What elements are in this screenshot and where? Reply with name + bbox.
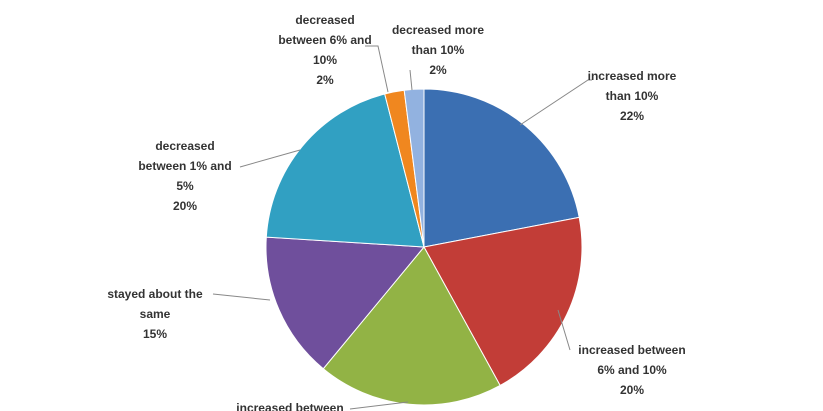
category-label: decreased between 6% and 10% xyxy=(278,13,372,67)
slice-label: increased between xyxy=(210,398,370,411)
pie-slice xyxy=(265,93,425,248)
value-label: 20% xyxy=(172,199,198,213)
slice-label: increased between 6% and 10% 20% xyxy=(572,340,692,400)
slice-label: decreased between 6% and 10% 2% xyxy=(270,10,380,90)
category-label: increased between 6% and 10% xyxy=(578,343,686,377)
slice-label: decreased between 1% and 5% 20% xyxy=(130,136,240,216)
leader-line xyxy=(349,401,409,410)
value-label: 22% xyxy=(619,109,645,123)
category-label: stayed about the same xyxy=(107,287,203,321)
leader-line xyxy=(239,149,301,168)
value-label: 20% xyxy=(619,383,645,397)
slice-label: stayed about the same 15% xyxy=(95,284,215,344)
leader-line xyxy=(212,293,271,301)
value-label: 2% xyxy=(429,63,447,77)
leader-line xyxy=(365,45,389,93)
category-label: increased more than 10% xyxy=(587,69,677,103)
leader-line xyxy=(557,309,571,351)
pie-slice xyxy=(322,246,501,406)
value-label: 15% xyxy=(142,327,168,341)
category-label: decreased more than 10% xyxy=(391,23,485,57)
value-label: 2% xyxy=(316,73,334,87)
pie-slice xyxy=(265,236,426,370)
slice-label: decreased more than 10% 2% xyxy=(383,20,493,80)
pie-slice xyxy=(423,216,583,387)
pie-slice xyxy=(423,88,580,248)
category-label: increased between xyxy=(236,401,344,411)
leader-line xyxy=(409,69,413,91)
slice-label: increased more than 10% 22% xyxy=(577,66,687,126)
pie-slice xyxy=(403,88,425,248)
leader-line xyxy=(519,79,592,126)
category-label: decreased between 1% and 5% xyxy=(138,139,232,193)
